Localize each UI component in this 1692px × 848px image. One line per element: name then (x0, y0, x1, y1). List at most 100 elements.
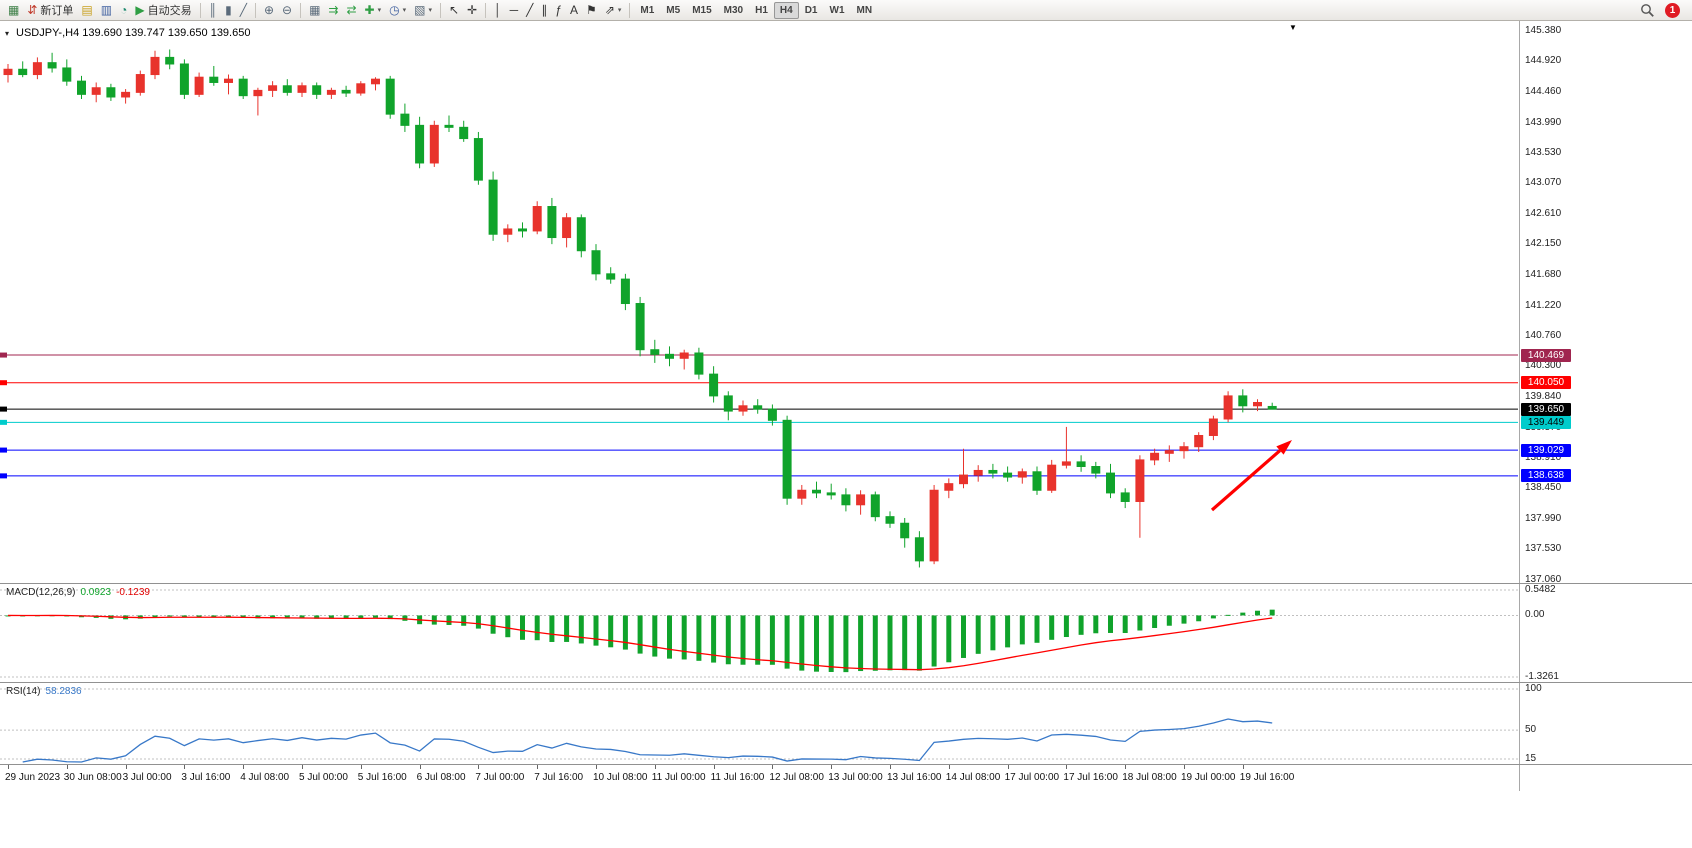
fibonacci-button[interactable]: ƒ (551, 0, 566, 20)
profiles-button[interactable]: ▤ (77, 0, 96, 20)
time-axis-label: 5 Jul 00:00 (299, 772, 348, 783)
macd-scale-label: -1.3261 (1525, 671, 1559, 682)
hline-anchor[interactable] (0, 447, 7, 453)
zoom-out-button[interactable]: ⊖ (278, 0, 296, 20)
macd-histogram-bar (990, 615, 996, 651)
time-tick (478, 765, 480, 769)
horizontal-line-button[interactable]: ─ (506, 0, 523, 20)
notification-badge[interactable]: 1 (1665, 2, 1680, 18)
hline-anchor[interactable] (0, 419, 7, 425)
macd-scale[interactable]: 0.5482 0.00 -1.3261 (1519, 584, 1582, 683)
indicators-caret-icon: ▾ (377, 7, 382, 14)
trendline-button[interactable]: ╱ (522, 0, 537, 20)
time-axis-label: 11 Jul 00:00 (651, 772, 706, 783)
macd-histogram-bar (1078, 615, 1084, 635)
candle-body (444, 124, 454, 128)
candle-body (973, 469, 983, 476)
hline-anchor[interactable] (0, 352, 7, 358)
timeframe-h4-button[interactable]: H4 (773, 1, 799, 19)
text-label-button[interactable]: ⚑ (582, 0, 601, 20)
annotation-arrow-head[interactable] (1276, 440, 1292, 455)
timeframe-d1-button[interactable]: D1 (804, 4, 818, 16)
cursor-button[interactable]: ↖ (445, 0, 463, 20)
bar-chart-button[interactable]: ║ (205, 0, 222, 20)
arrow-tools-button[interactable]: ⇗ ▾ (601, 0, 626, 20)
crosshair-button[interactable]: ✛ (463, 0, 481, 20)
text-button[interactable]: A (566, 0, 582, 20)
new-chart-button[interactable]: ▦ (4, 0, 23, 20)
price-axis-label: 144.920 (1525, 55, 1562, 67)
time-axis[interactable]: 29 Jun 2023 30 Jun 08:00 3 Jul 00:00 3 Jul … (0, 764, 1692, 791)
time-tick (243, 765, 245, 769)
time-axis-label: 30 Jun 08:00 (63, 772, 122, 783)
hline-anchor[interactable] (0, 406, 7, 412)
chart-shift-button[interactable]: ⇄ (342, 0, 360, 20)
candle-body (1150, 452, 1160, 461)
time-tick (1242, 765, 1244, 769)
price-scale[interactable]: 145.380 144.920 144.460 143.990 143.530 143.0… (1519, 21, 1582, 585)
macd-histogram-bar (1152, 615, 1158, 628)
auto-trading-button[interactable]: ▶ 自动交易 (131, 0, 195, 20)
price-axis-label: 137.990 (1525, 512, 1562, 524)
navigator-button[interactable]: ◔ (116, 0, 131, 20)
indicators-button[interactable]: ✚ ▾ (361, 0, 386, 20)
line-chart-button[interactable]: ╱ (236, 0, 251, 20)
timeframe-m5-button[interactable]: M5 (666, 4, 681, 16)
candle-body (1032, 471, 1042, 491)
macd-histogram-bar (916, 615, 922, 671)
candle-body (179, 63, 189, 95)
market-watch-button[interactable]: ▥ (97, 0, 116, 20)
candle-body (856, 494, 866, 506)
macd-histogram-bar (652, 615, 658, 657)
macd-histogram-bar (946, 615, 952, 663)
candle-body (297, 85, 307, 93)
timeframe-h1-button[interactable]: H1 (755, 4, 768, 16)
templates-button[interactable]: ▧ ▾ (410, 0, 436, 20)
search-icon[interactable] (1640, 3, 1655, 18)
auto-scroll-icon: ⇉ (328, 3, 339, 17)
zoom-out-icon: ⊖ (282, 3, 293, 17)
macd-histogram-bar (1166, 615, 1172, 626)
new-order-button[interactable]: ⇵ 新订单 (23, 0, 77, 20)
price-chart-panel[interactable]: ▾ USDJPY-,H4 139.690 139.747 139.650 139… (0, 21, 1692, 585)
toolbar-separator (300, 2, 302, 18)
timeframe-m15-button[interactable]: M15 (692, 4, 712, 16)
macd-histogram-bar (1210, 615, 1216, 619)
vertical-line-button[interactable]: │ (490, 0, 506, 20)
candle-body (1120, 492, 1130, 502)
candle-body (547, 206, 557, 239)
macd-histogram-bar (784, 615, 790, 669)
time-tick (948, 765, 950, 769)
macd-histogram-bar (549, 615, 555, 642)
tile-windows-button[interactable]: ▦ (305, 0, 324, 20)
zoom-in-button[interactable]: ⊕ (260, 0, 278, 20)
timeframe-m1-button[interactable]: M1 (640, 4, 655, 16)
chart-collapse-icon[interactable]: ▾ (5, 28, 10, 38)
timeframe-w1-button[interactable]: W1 (829, 4, 845, 16)
candle-body (429, 124, 439, 164)
macd-name: MACD(12,26,9) (6, 587, 76, 598)
rsi-panel[interactable]: RSI(14) 58.2836 100 50 15 (0, 682, 1692, 765)
time-tick (890, 765, 891, 769)
periods-button[interactable]: ◷ ▾ (385, 0, 410, 20)
candlestick-chart-button[interactable]: ▮ (221, 0, 236, 20)
candle-body (914, 537, 924, 562)
rsi-scale[interactable]: 100 50 15 (1519, 683, 1582, 765)
profiles-icon: ▤ (81, 3, 93, 17)
timeframe-m30-button[interactable]: M30 (723, 4, 744, 16)
timeframe-mn-button[interactable]: MN (856, 4, 873, 16)
macd-histogram-bar (608, 615, 614, 648)
annotation-arrow[interactable] (1210, 449, 1282, 512)
macd-panel[interactable]: MACD(12,26,9) 0.0923 -0.1239 0.5482 0.00 -… (0, 583, 1692, 683)
macd-histogram-bar (314, 615, 320, 619)
time-axis-label: 19 Jul 16:00 (1239, 772, 1295, 783)
equidistant-channel-button[interactable]: ∥ (537, 0, 551, 20)
periods-caret-icon: ▾ (402, 7, 407, 14)
auto-scroll-button[interactable]: ⇉ (324, 0, 342, 20)
macd-histogram-bar (475, 615, 481, 629)
hline-anchor[interactable] (0, 380, 7, 386)
hline-anchor[interactable] (0, 473, 7, 479)
time-axis-corner (1519, 765, 1582, 791)
chart-shift-marker-icon[interactable]: ▼ (1289, 23, 1297, 32)
